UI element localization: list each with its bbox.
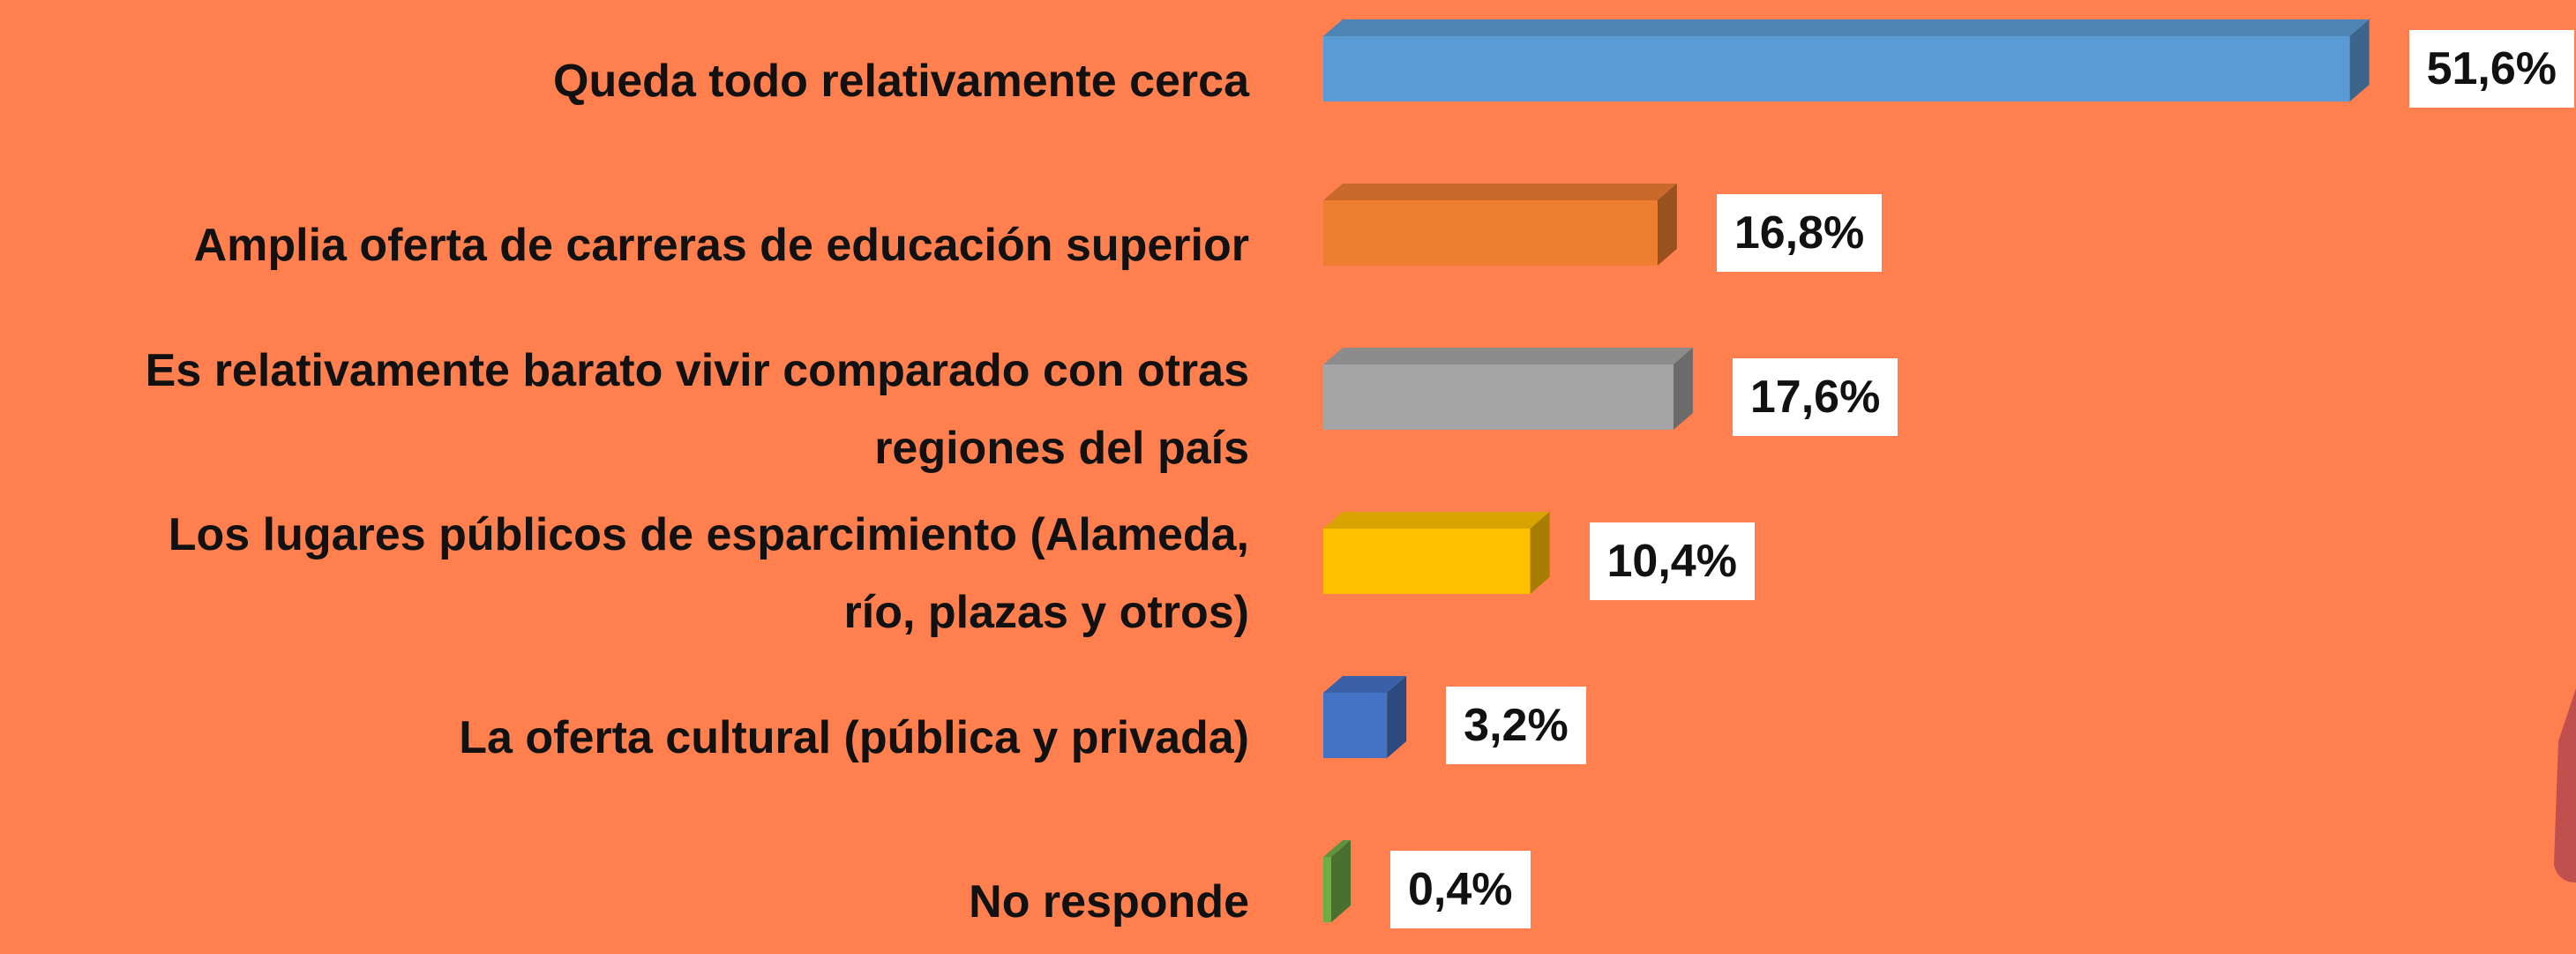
bar-side <box>1530 512 1550 594</box>
category-label: La oferta cultural (pública y privada) <box>459 712 1249 763</box>
category-label: Queda todo relativamente cerca <box>553 56 1249 107</box>
value-label: 0,4% <box>1390 851 1531 928</box>
category-label: Los lugares públicos de esparcimiento (A… <box>168 509 1249 638</box>
category-label: Amplia oferta de carreras de educación s… <box>193 220 1249 271</box>
bar-side <box>1331 840 1352 922</box>
value-label: 10,4% <box>1589 522 1755 600</box>
bar <box>1323 364 1674 430</box>
bar <box>1323 857 1332 922</box>
bar-side <box>1657 184 1677 266</box>
bar-top <box>1323 676 1407 693</box>
category-label: Es relativamente barato vivir comparado … <box>145 345 1249 474</box>
category-label: No responde <box>969 876 1249 928</box>
bar <box>1323 200 1658 266</box>
bar-top <box>1323 840 1352 857</box>
value-label: 51,6% <box>2408 30 2575 108</box>
bar-side <box>2349 19 2370 101</box>
bar-side <box>1387 676 1407 758</box>
bar-top <box>1323 19 2370 36</box>
bar <box>1323 36 2350 101</box>
value-label: 3,2% <box>1446 687 1586 764</box>
bar-top <box>1323 184 1677 200</box>
decoration <box>2554 688 2576 883</box>
bar-top <box>1323 512 1550 529</box>
bar-side <box>1673 348 1693 430</box>
bar-top <box>1323 348 1693 364</box>
value-label: 17,6% <box>1732 358 1898 436</box>
bar <box>1323 529 1531 594</box>
value-label: 16,8% <box>1716 194 1883 272</box>
bar <box>1323 693 1388 758</box>
